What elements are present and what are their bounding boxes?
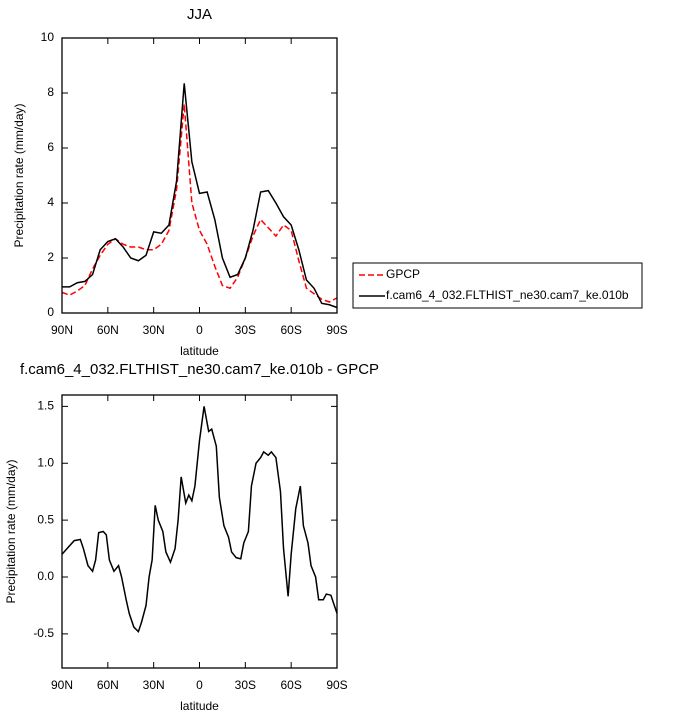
x-tick-label: 90S bbox=[326, 323, 347, 337]
y-tick-label: 1.5 bbox=[37, 399, 54, 413]
chart-title: JJA bbox=[187, 6, 212, 23]
x-tick-label: 90N bbox=[51, 678, 73, 692]
y-axis-label: Precipitation rate (mm/day) bbox=[4, 459, 18, 603]
y-tick-label: 2 bbox=[47, 250, 54, 264]
x-tick-label: 0 bbox=[196, 678, 203, 692]
x-tick-label: 60N bbox=[97, 323, 119, 337]
x-tick-label: 90N bbox=[51, 323, 73, 337]
legend-label: GPCP bbox=[386, 267, 420, 281]
legend-label: f.cam6_4_032.FLTHIST_ne30.cam7_ke.010b bbox=[386, 288, 629, 302]
plot-frame bbox=[61, 37, 338, 314]
x-tick-label: 30N bbox=[143, 678, 165, 692]
y-tick-label: 8 bbox=[47, 85, 54, 99]
x-tick-label: 30N bbox=[143, 323, 165, 337]
x-tick-label: 30S bbox=[235, 678, 256, 692]
data-line bbox=[61, 103, 338, 303]
y-tick-label: 10 bbox=[41, 30, 55, 44]
y-tick-label: 0.5 bbox=[37, 512, 54, 526]
y-tick-label: 0.0 bbox=[37, 569, 54, 583]
x-tick-label: 60S bbox=[280, 323, 301, 337]
x-axis-label: latitude bbox=[180, 699, 219, 713]
x-tick-label: 30S bbox=[235, 323, 256, 337]
legend-box bbox=[352, 262, 643, 309]
x-tick-label: 60N bbox=[97, 678, 119, 692]
x-tick-label: 0 bbox=[196, 323, 203, 337]
y-axis-label: Precipitation rate (mm/day) bbox=[12, 103, 26, 247]
data-line bbox=[62, 83, 338, 309]
plot-frame bbox=[61, 394, 338, 669]
x-tick-label: 90S bbox=[326, 678, 347, 692]
y-tick-label: -0.5 bbox=[33, 626, 54, 640]
y-tick-label: 0 bbox=[47, 305, 54, 319]
y-tick-label: 4 bbox=[47, 195, 54, 209]
data-line bbox=[61, 406, 338, 633]
y-tick-label: 1.0 bbox=[37, 455, 54, 469]
chart-title: f.cam6_4_032.FLTHIST_ne30.cam7_ke.010b -… bbox=[20, 361, 379, 378]
y-tick-label: 6 bbox=[47, 140, 54, 154]
x-tick-label: 60S bbox=[280, 678, 301, 692]
x-axis-label: latitude bbox=[180, 344, 219, 358]
